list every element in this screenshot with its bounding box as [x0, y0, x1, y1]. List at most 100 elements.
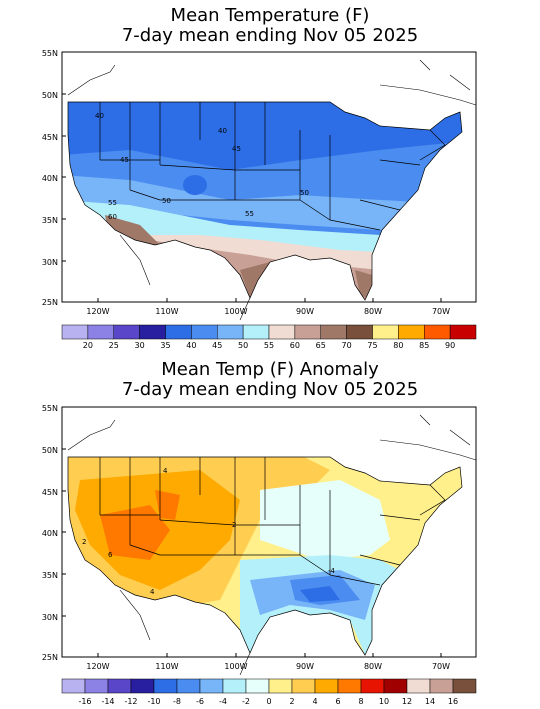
legend-label: -16: [78, 697, 91, 706]
legend-label: 14: [425, 697, 435, 706]
legend-label: 45: [212, 341, 222, 350]
legend-label: -8: [173, 697, 181, 706]
legend-label: 65: [316, 341, 326, 350]
legend-label: 35: [160, 341, 170, 350]
legend-swatch: [242, 324, 270, 340]
panel2-contour-label: 4: [150, 588, 155, 596]
legend-label: -6: [196, 697, 204, 706]
panel2-lon-label: 100W: [224, 662, 247, 671]
panel1-lon-label: 110W: [155, 307, 178, 316]
legend-label: 25: [109, 341, 119, 350]
panel1-contour-label: 40: [95, 112, 104, 120]
legend-label: 0: [266, 697, 271, 706]
panel1-lon-label: 90W: [296, 307, 314, 316]
legend-label: 20: [83, 341, 93, 350]
legend-swatch: [222, 678, 247, 694]
legend-label: 85: [419, 341, 429, 350]
legend-label: 90: [445, 341, 455, 350]
legend-label: 8: [358, 697, 363, 706]
panel2-lat-label: 25N: [42, 653, 58, 662]
legend-swatch: [372, 324, 399, 340]
panel2-lat-label: 40N: [42, 529, 58, 538]
panel1-legend: 20 25 30 35 40 45 50 55 60 65 70 75 80 85 90: [61, 324, 477, 350]
panel1-lon-label: 70W: [432, 307, 450, 316]
legend-label: 4: [312, 697, 317, 706]
legend-swatch: [139, 324, 166, 340]
panel1-contour-label: 60: [108, 213, 117, 221]
legend-swatch: [406, 678, 431, 694]
legend-swatch: [398, 324, 425, 340]
panel2-contour-label: 2: [82, 538, 86, 546]
legend-label: -4: [219, 697, 227, 706]
panel2-lat-label: 45N: [42, 488, 58, 497]
legend-swatch: [61, 324, 89, 340]
legend-swatch: [360, 678, 385, 694]
legend-swatch: [113, 324, 140, 340]
legend-label: 50: [238, 341, 248, 350]
legend-swatch: [176, 678, 201, 694]
legend-swatch: [153, 678, 178, 694]
panel1-contour-label: 40: [218, 127, 227, 135]
panel2-lat-label: 30N: [42, 613, 58, 622]
legend-swatch: [268, 324, 296, 340]
legend-swatch: [294, 324, 321, 340]
panel2-title-line2: 7-day mean ending Nov 05 2025: [121, 379, 419, 400]
panel2-legend: -16 -14 -12 -10 -8 -6 -4 -2 0 2 4 6 8 10 12 14 16: [61, 678, 477, 706]
legend-label: 12: [402, 697, 412, 706]
panel2-lat-label: 50N: [42, 446, 58, 455]
legend-label: -2: [242, 697, 250, 706]
panel1-contour-label: 50: [300, 189, 309, 197]
panel1-lat-label: 30N: [42, 258, 58, 267]
panel2-boundaries: [67, 456, 463, 656]
panel1-lon-label: 120W: [86, 307, 109, 316]
legend-swatch: [337, 678, 362, 694]
legend-label: 60: [290, 341, 300, 350]
panel1-title-line2: 7-day mean ending Nov 05 2025: [121, 25, 419, 46]
panel2-contour-label: 4: [163, 467, 168, 475]
panel1-lat-label: 35N: [42, 216, 58, 225]
panel1-contour-label: 45: [232, 145, 241, 153]
legend-swatch: [61, 678, 86, 694]
legend-swatch: [291, 678, 316, 694]
legend-label: 30: [135, 341, 145, 350]
panel2-map: 4 2 6 4 2 -4 55N 50N 45N 40N 35N 30N 25N…: [42, 404, 477, 676]
legend-swatch: [245, 678, 270, 694]
panel2-lon-label: 90W: [296, 662, 314, 671]
legend-swatch: [107, 678, 132, 694]
legend-label: 6: [335, 697, 340, 706]
legend-swatch: [130, 678, 155, 694]
panel1-lat-label: 25N: [42, 298, 58, 307]
legend-label: 75: [367, 341, 377, 350]
legend-swatch: [424, 324, 451, 340]
panel1-lat-label: 45N: [42, 133, 58, 142]
panel1-lat-label: 55N: [42, 49, 58, 58]
legend-swatch: [320, 324, 347, 340]
legend-swatch: [217, 324, 244, 340]
legend-swatch: [268, 678, 293, 694]
panel2-lon-label: 120W: [86, 662, 109, 671]
panel1-coastlines: [67, 59, 477, 321]
panel1-lat-label: 40N: [42, 174, 58, 183]
legend-swatch: [191, 324, 218, 340]
legend-label: 2: [289, 697, 294, 706]
panel2-coastlines: [67, 414, 477, 676]
legend-label: -10: [147, 697, 160, 706]
panel2-lon-label: 70W: [432, 662, 450, 671]
panel1-contour-label: 45: [120, 156, 129, 164]
panel1-contour-label: 50: [162, 197, 171, 205]
legend-swatch: [429, 678, 454, 694]
panel1-lon-label: 100W: [224, 307, 247, 316]
panel2-lat-label: 35N: [42, 571, 58, 580]
legend-swatch: [452, 678, 477, 694]
panel1-contour-label: 55: [245, 210, 254, 218]
legend-swatch: [87, 324, 114, 340]
legend-label: -14: [101, 697, 114, 706]
panel1-lon-label: 80W: [364, 307, 382, 316]
legend-label: 40: [186, 341, 196, 350]
panel1-boundaries: [67, 101, 463, 301]
legend-swatch: [449, 324, 477, 340]
legend-label: 55: [264, 341, 274, 350]
panel1-map: 40 40 45 45 50 50 55 55 60 55N 50N 45N 4…: [42, 49, 477, 321]
panel1-lat-label: 50N: [42, 91, 58, 100]
